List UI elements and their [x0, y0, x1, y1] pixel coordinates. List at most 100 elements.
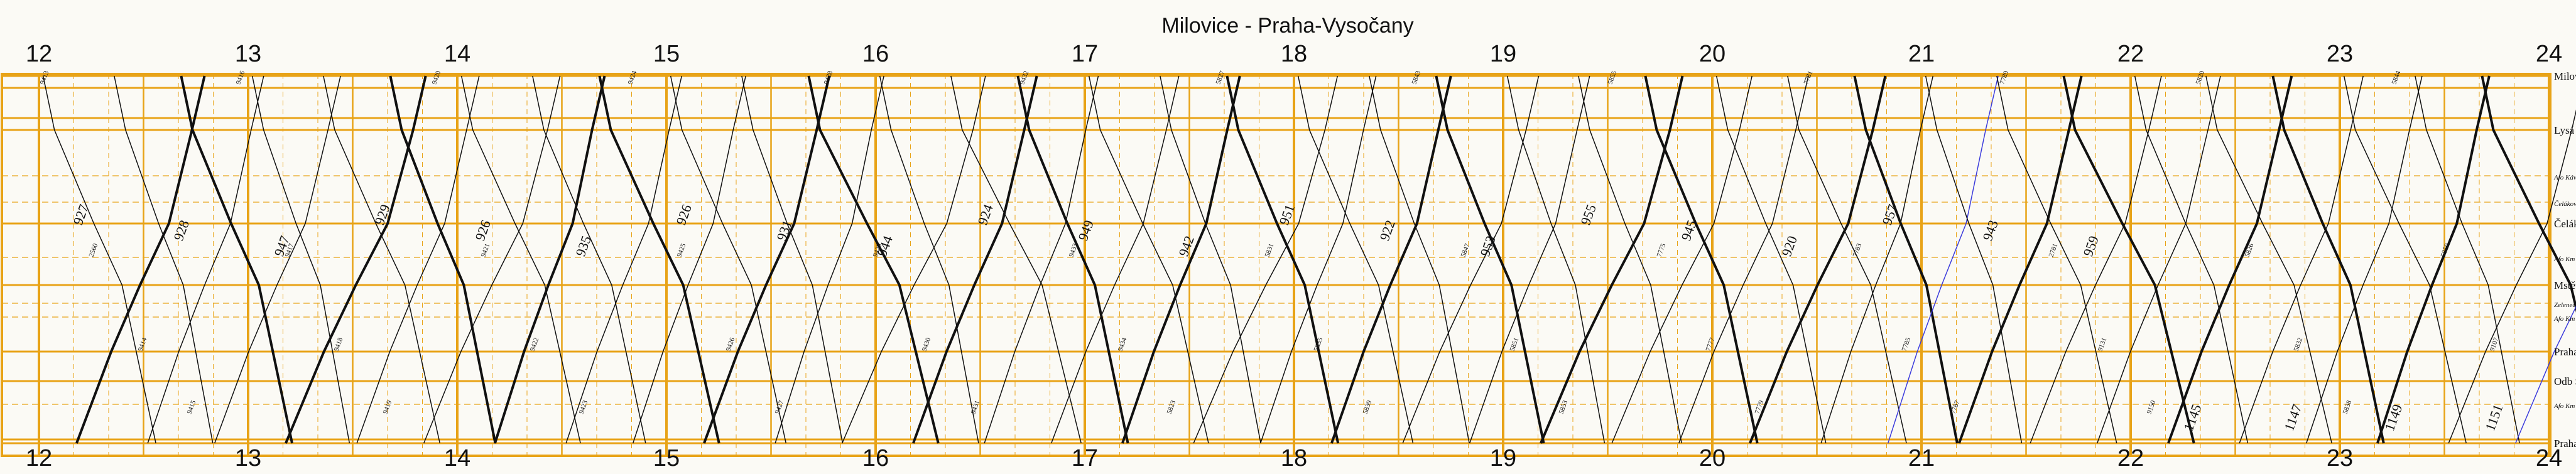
station-list: Milovice0.5Lysá nad Labem0.0Afo Kávaný4.…	[2553, 70, 2576, 450]
train-number-small: 5851	[1509, 337, 1521, 352]
train-number-small: 7789	[1999, 70, 2011, 85]
train-path	[532, 75, 646, 444]
train-path	[879, 75, 979, 444]
train-number-small: 5855	[1607, 70, 1619, 85]
train-path	[2239, 75, 2364, 444]
hour-label-top: 16	[862, 41, 889, 67]
hour-label-top: 23	[2327, 41, 2353, 67]
train-number-small: 5823	[1166, 399, 1178, 415]
train-number-small: 5835	[1313, 337, 1325, 352]
train-path	[1469, 75, 1590, 444]
hour-label-bottom: 21	[1908, 445, 1935, 471]
train-number-small: 9434	[1117, 337, 1129, 352]
train-path	[180, 75, 293, 444]
train-number-small: 7781	[1803, 70, 1815, 85]
train-path	[912, 75, 1038, 444]
train-number-bold: 926	[472, 218, 494, 243]
station-name: Afo Km 11.493	[2553, 256, 2576, 263]
train-number-bold: 943	[1979, 218, 2001, 243]
hour-label-bottom: 16	[862, 445, 889, 471]
train-path	[285, 75, 427, 444]
train-number-bold: 949	[1075, 218, 1097, 243]
train-number-small: 9107	[2489, 337, 2501, 352]
hour-label-bottom: 24	[2536, 445, 2562, 471]
train-number-bold: 922	[1376, 218, 1398, 243]
train-path	[1715, 75, 1827, 444]
grid	[1, 73, 2552, 457]
train-path	[1051, 75, 1180, 444]
train-number-small: 5832	[2293, 337, 2305, 352]
chart-title: Milovice - Praha-Vysočany	[1161, 14, 1413, 38]
hour-axis-bottom: 12 13 14 15 16 17 18 19 20 21 22 23 24	[26, 445, 2562, 471]
train-path	[565, 75, 682, 444]
train-path	[703, 75, 831, 444]
train-path	[423, 75, 561, 444]
train-path	[1016, 75, 1129, 444]
train-number-small: 9421	[480, 242, 492, 258]
train-path	[2062, 75, 2195, 444]
train-number-small: 9423	[578, 399, 590, 415]
train-path	[1369, 75, 1470, 444]
train-path	[1996, 75, 2117, 444]
train-path	[950, 75, 1082, 444]
hour-label-top: 19	[1490, 41, 1516, 67]
train-number-small: 7783	[1852, 242, 1864, 258]
train-path	[2030, 75, 2162, 444]
train-path	[1820, 75, 1934, 444]
train-path	[1160, 75, 1261, 444]
train-number-small: 7775	[1656, 242, 1668, 258]
train-path	[2271, 75, 2385, 444]
train-number-bold: 959	[2080, 234, 2102, 259]
train-number-small: 5827	[1215, 70, 1227, 85]
hour-label-top: 13	[235, 41, 261, 67]
train-path	[389, 75, 497, 444]
train-path	[75, 75, 206, 444]
train-path	[2343, 75, 2467, 444]
train-number-bold: 1151	[2482, 402, 2506, 433]
train-path	[494, 75, 606, 444]
train-number-bold: 953	[1477, 234, 1499, 259]
train-path	[1787, 75, 1907, 444]
train-path	[670, 75, 787, 444]
train-number-small: 5850	[2440, 242, 2452, 258]
train-number-small: 9432	[1019, 70, 1031, 85]
train-path	[1749, 75, 1887, 444]
station-name: Afo Km 16.993	[2553, 315, 2576, 323]
train-number-small: 9427	[774, 399, 786, 415]
hour-label-top: 20	[1699, 41, 1725, 67]
train-path	[2167, 75, 2293, 444]
train-path	[1330, 75, 1452, 444]
train-number-small: 9416	[235, 70, 247, 85]
hour-label-bottom: 20	[1699, 445, 1725, 471]
train-number-small: 5844	[2391, 70, 2403, 85]
hour-label-bottom: 15	[653, 445, 680, 471]
train-number-small: 9426	[725, 337, 737, 352]
train-number-small: 9425	[676, 242, 688, 258]
train-number-small: 9419	[382, 399, 394, 415]
train-path	[1678, 75, 1809, 444]
train-number-bold: 945	[1678, 218, 1700, 243]
train-number-small: 7787	[1950, 399, 1962, 415]
train-number-bold: 928	[170, 218, 192, 243]
train-paths	[42, 75, 2576, 444]
train-path	[1297, 75, 1414, 444]
train-number-small: 2560	[88, 242, 100, 258]
hour-label-bottom: 17	[1072, 445, 1098, 471]
train-path	[147, 75, 264, 444]
train-path	[633, 75, 746, 444]
train-path	[2415, 75, 2520, 444]
train-number-bold: 935	[572, 234, 594, 259]
train-number-small: 9131	[2097, 337, 2109, 352]
station-name: Čelákovice	[2554, 218, 2576, 230]
train-number-small: 5839	[1362, 399, 1374, 415]
train-number-small: 9418	[333, 337, 345, 352]
train-number-bold: 1147	[2281, 402, 2305, 433]
train-path	[1925, 75, 2023, 444]
train-path	[114, 75, 214, 444]
train-number-small: 5847	[1460, 242, 1472, 258]
train-number-small: 9413	[39, 70, 51, 85]
hour-label-bottom: 13	[235, 445, 261, 471]
hour-label-top: 18	[1281, 41, 1307, 67]
train-path	[356, 75, 480, 444]
hour-label-bottom: 23	[2327, 445, 2353, 471]
